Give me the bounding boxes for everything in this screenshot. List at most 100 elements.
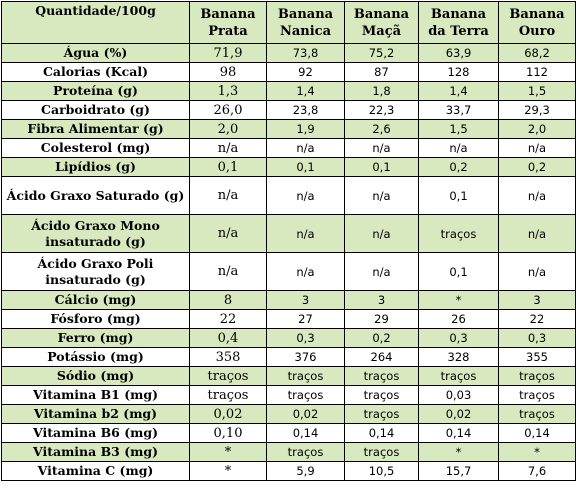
value-cell: 7,6 <box>498 461 576 481</box>
value-cell: 1,5 <box>418 119 499 139</box>
value-cell: traços <box>418 366 499 386</box>
value-cell: 10,5 <box>344 461 419 481</box>
value-cell: 0,1 <box>418 252 499 291</box>
value-cell: 355 <box>498 347 576 367</box>
row-label: Ácido Graxo Saturado (g) <box>1 176 190 215</box>
value-cell: 0,1 <box>344 157 419 177</box>
value-cell: traços <box>498 366 576 386</box>
value-cell: 8 <box>189 290 267 310</box>
value-cell: 75,2 <box>344 43 419 63</box>
value-cell: 0,10 <box>189 423 267 443</box>
value-cell: 87 <box>344 62 419 82</box>
nutrition-table: Quantidade/100g Banana Prata Banana Nani… <box>1 1 576 481</box>
value-cell: 1,9 <box>266 119 345 139</box>
value-cell: 1,8 <box>344 81 419 101</box>
table-row: Lipídios (g) 0,1 0,1 0,1 0,2 0,2 <box>1 157 576 177</box>
row-label: Água (%) <box>1 43 190 63</box>
value-cell: 98 <box>189 62 267 82</box>
value-cell: n/a <box>498 176 576 215</box>
value-cell: 5,9 <box>266 461 345 481</box>
row-label: Lipídios (g) <box>1 157 190 177</box>
value-cell: 0,03 <box>418 385 499 405</box>
value-cell: n/a <box>498 138 576 158</box>
value-cell: 376 <box>266 347 345 367</box>
row-label: Fibra Alimentar (g) <box>1 119 190 139</box>
table-row: Vitamina b2 (mg) 0,02 0,02 traços 0,02 traços <box>1 404 576 424</box>
table-body: Água (%) 71,9 73,8 75,2 63,9 68,2 Calorias (Kc… <box>1 43 576 481</box>
row-label: Proteína (g) <box>1 81 190 101</box>
value-cell: 71,9 <box>189 43 267 63</box>
table-row: Sódio (mg) traços traços traços traços traços <box>1 366 576 386</box>
value-cell: n/a <box>189 176 267 215</box>
value-cell: 22 <box>498 309 576 329</box>
value-cell: n/a <box>344 214 419 253</box>
row-label: Sódio (mg) <box>1 366 190 386</box>
value-cell: 328 <box>418 347 499 367</box>
value-cell: 26,0 <box>189 100 267 120</box>
value-cell: 0,1 <box>418 176 499 215</box>
value-cell: traços <box>266 366 345 386</box>
header-banana-prata: Banana Prata <box>189 1 267 44</box>
value-cell: 0,3 <box>418 328 499 348</box>
value-cell: 0,1 <box>189 157 267 177</box>
value-cell: 0,3 <box>266 328 345 348</box>
value-cell: 1,4 <box>418 81 499 101</box>
value-cell: 1,5 <box>498 81 576 101</box>
value-cell: n/a <box>498 214 576 253</box>
value-cell: 0,14 <box>498 423 576 443</box>
value-cell: traços <box>418 214 499 253</box>
row-label: Vitamina b2 (mg) <box>1 404 190 424</box>
row-label: Ferro (mg) <box>1 328 190 348</box>
value-cell: n/a <box>266 252 345 291</box>
value-cell: 2,0 <box>498 119 576 139</box>
header-banana-ouro: Banana Ouro <box>498 1 576 44</box>
value-cell: 0,3 <box>498 328 576 348</box>
table-row: Vitamina B6 (mg) 0,10 0,14 0,14 0,14 0,14 <box>1 423 576 443</box>
row-label: Cálcio (mg) <box>1 290 190 310</box>
value-cell: 73,8 <box>266 43 345 63</box>
value-cell: n/a <box>344 176 419 215</box>
table-row: Colesterol (mg) n/a n/a n/a n/a n/a <box>1 138 576 158</box>
value-cell: 128 <box>418 62 499 82</box>
value-cell: traços <box>498 404 576 424</box>
value-cell: 3 <box>498 290 576 310</box>
value-cell: 15,7 <box>418 461 499 481</box>
value-cell: 33,7 <box>418 100 499 120</box>
value-cell: traços <box>344 366 419 386</box>
row-label: Ácido Graxo Mono insaturado (g) <box>1 214 190 253</box>
value-cell: 22 <box>189 309 267 329</box>
value-cell: 3 <box>344 290 419 310</box>
row-label: Colesterol (mg) <box>1 138 190 158</box>
value-cell: 0,2 <box>498 157 576 177</box>
value-cell: 22,3 <box>344 100 419 120</box>
value-cell: traços <box>498 385 576 405</box>
table-row: Potássio (mg) 358 376 264 328 355 <box>1 347 576 367</box>
table-row: Ferro (mg) 0,4 0,3 0,2 0,3 0,3 <box>1 328 576 348</box>
value-cell: n/a <box>189 138 267 158</box>
value-cell: * <box>418 290 499 310</box>
table-row: Ácido Graxo Mono insaturado (g) n/a n/a n/a… <box>1 214 576 253</box>
table-row: Cálcio (mg) 8 3 3 * 3 <box>1 290 576 310</box>
value-cell: 2,6 <box>344 119 419 139</box>
value-cell: 29,3 <box>498 100 576 120</box>
row-label: Vitamina C (mg) <box>1 461 190 481</box>
value-cell: 0,14 <box>344 423 419 443</box>
value-cell: 29 <box>344 309 419 329</box>
value-cell: 358 <box>189 347 267 367</box>
value-cell: 0,02 <box>189 404 267 424</box>
value-cell: traços <box>266 385 345 405</box>
value-cell: n/a <box>189 252 267 291</box>
value-cell: traços <box>189 385 267 405</box>
value-cell: 23,8 <box>266 100 345 120</box>
value-cell: 2,0 <box>189 119 267 139</box>
value-cell: 1,3 <box>189 81 267 101</box>
value-cell: n/a <box>266 214 345 253</box>
value-cell: traços <box>344 404 419 424</box>
table-row: Ácido Graxo Poli insaturado (g) n/a n/a n/a… <box>1 252 576 291</box>
table-row: Água (%) 71,9 73,8 75,2 63,9 68,2 <box>1 43 576 63</box>
row-label: Vitamina B3 (mg) <box>1 442 190 462</box>
value-cell: 0,2 <box>418 157 499 177</box>
row-label: Vitamina B6 (mg) <box>1 423 190 443</box>
value-cell: n/a <box>344 138 419 158</box>
table-row: Fibra Alimentar (g) 2,0 1,9 2,6 1,5 2,0 <box>1 119 576 139</box>
